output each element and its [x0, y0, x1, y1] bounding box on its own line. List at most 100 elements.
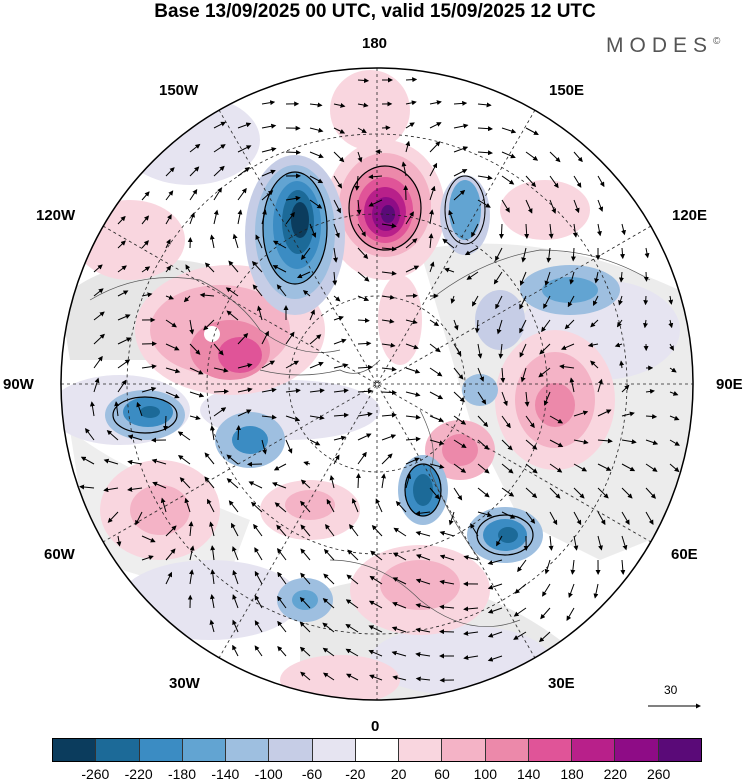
- wind-vector: [501, 127, 517, 134]
- wind-vector: [645, 463, 658, 472]
- wind-vector: [381, 434, 397, 441]
- wind-vector: [236, 425, 241, 441]
- wind-vector: [564, 319, 575, 330]
- wind-vector: [439, 604, 455, 610]
- colorbar-swatch: [181, 739, 226, 761]
- wind-vector: [590, 319, 599, 328]
- wind-vector: [300, 524, 311, 537]
- wind-vector: [309, 151, 324, 159]
- wind-vector: [117, 290, 129, 297]
- wind-vector: [619, 360, 625, 369]
- wind-vector: [357, 127, 367, 133]
- wind-vector: [349, 523, 359, 537]
- wind-vector: [232, 569, 239, 585]
- wind-vector: [415, 652, 431, 657]
- wind-vector: [333, 127, 346, 134]
- wind-vector: [597, 378, 603, 393]
- wind-vector: [429, 100, 442, 106]
- wind-vector: [501, 175, 515, 185]
- wind-vector: [429, 391, 444, 400]
- colorbar-swatch: [441, 739, 485, 761]
- wind-vector: [501, 151, 516, 159]
- wind-vector: [261, 439, 267, 455]
- wind-vector: [333, 338, 347, 345]
- wind-vector: [276, 524, 287, 537]
- wind-vector: [189, 545, 195, 561]
- wind-vector: [669, 415, 680, 421]
- wind-vector: [487, 583, 503, 590]
- wind-vector: [323, 548, 335, 561]
- wind-vector: [285, 439, 293, 454]
- wind-vector: [428, 233, 434, 249]
- wind-vector: [368, 649, 383, 657]
- wind-vector: [261, 414, 277, 420]
- wind-vector: [368, 625, 383, 633]
- wind-vector: [189, 319, 195, 335]
- wind-vector: [357, 341, 372, 347]
- brand-name: MODES: [606, 34, 714, 57]
- chart-title: Base 13/09/2025 00 UTC, valid 15/09/2025…: [154, 1, 596, 22]
- wind-vector: [345, 623, 359, 633]
- wind-vector: [322, 647, 335, 657]
- wind-vector: [381, 223, 397, 229]
- wind-vector: [333, 175, 343, 189]
- colorbar-tick-label: -20: [345, 766, 366, 782]
- wind-vector: [448, 511, 455, 526]
- wind-vector: [357, 411, 373, 417]
- lon-label-180: 180: [362, 35, 388, 52]
- wind-vector: [165, 571, 172, 585]
- wind-vector: [261, 100, 276, 106]
- wind-vector: [309, 175, 324, 184]
- lon-label-90w: 90W: [3, 376, 34, 393]
- wind-vector: [573, 151, 583, 163]
- wind-vector: [375, 149, 383, 155]
- wind-vector: [442, 238, 455, 249]
- wind-vector: [93, 333, 105, 345]
- wind-vector: [261, 209, 267, 225]
- wind-vector: [453, 415, 467, 425]
- wind-vector: [543, 391, 551, 406]
- wind-vector: [544, 559, 551, 575]
- wind-vector: [237, 122, 252, 129]
- wind-vector: [464, 247, 479, 256]
- wind-vector: [141, 364, 157, 370]
- wind-vector: [519, 295, 527, 310]
- wind-vector: [326, 498, 335, 513]
- wind-vector: [559, 364, 575, 370]
- wind-vector: [254, 645, 263, 657]
- wind-vector: [453, 169, 468, 177]
- wind-vector: [453, 439, 467, 449]
- wind-vector: [496, 319, 503, 335]
- wind-vector: [141, 535, 156, 543]
- wind-vector: [573, 439, 589, 445]
- wind-vector: [463, 606, 479, 612]
- colorbar-tick-label: 60: [434, 766, 450, 782]
- colorbar-swatch: [53, 739, 96, 761]
- wind-vector: [401, 161, 407, 177]
- wind-vector: [573, 535, 579, 551]
- wind-vector: [525, 439, 538, 450]
- wind-vector: [500, 367, 506, 383]
- wind-vector: [477, 343, 483, 359]
- wind-vector: [621, 411, 635, 417]
- wind-vector: [519, 271, 527, 286]
- wind-vector: [277, 620, 287, 633]
- colorbar-tick-label: -180: [167, 766, 197, 782]
- wind-vector: [521, 247, 527, 263]
- wind-vector: [538, 367, 551, 378]
- wind-vector: [539, 343, 551, 355]
- wind-vector: [136, 401, 143, 417]
- wind-vector: [477, 439, 490, 450]
- wind-vector: [272, 265, 287, 273]
- wind-vector: [546, 247, 552, 263]
- wind-vector: [519, 319, 527, 334]
- wind-vector: [357, 451, 367, 465]
- wind-vector: [300, 671, 311, 681]
- wind-vector: [405, 122, 415, 129]
- wind-vector: [541, 319, 551, 333]
- wind-vector: [429, 209, 435, 225]
- wind-vector: [204, 262, 215, 273]
- wind-vector: [333, 151, 345, 163]
- wind-vector: [79, 484, 95, 490]
- wind-vector: [621, 463, 636, 472]
